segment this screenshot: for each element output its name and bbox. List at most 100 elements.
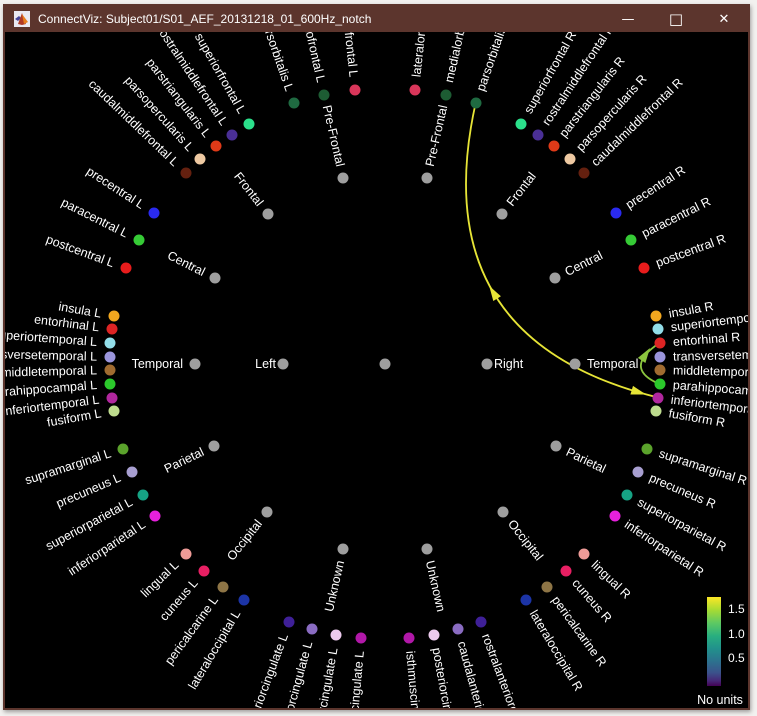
node-dot[interactable] <box>428 629 440 641</box>
node-label[interactable]: superiorfrontal L <box>191 32 249 117</box>
node-label[interactable]: postcentral R <box>653 231 728 271</box>
hemisphere-dot[interactable] <box>277 358 289 369</box>
group-label[interactable]: Parietal <box>161 444 207 476</box>
node-dot[interactable] <box>409 84 421 96</box>
node-dot[interactable] <box>578 548 590 560</box>
node-dot[interactable] <box>104 337 116 349</box>
node-dot[interactable] <box>217 581 229 593</box>
node-dot[interactable] <box>106 323 118 335</box>
node-dot[interactable] <box>475 616 487 628</box>
group-dot[interactable] <box>496 208 508 220</box>
node-dot[interactable] <box>560 565 572 577</box>
node-dot[interactable] <box>541 581 553 593</box>
node-dot[interactable] <box>652 323 664 335</box>
node-dot[interactable] <box>625 234 637 246</box>
node-label[interactable]: precentral R <box>623 163 688 213</box>
node-label[interactable]: rostralanteriorcingulate L <box>229 631 291 708</box>
node-dot[interactable] <box>137 489 149 501</box>
node-dot[interactable] <box>104 378 116 390</box>
node-dot[interactable] <box>117 443 129 455</box>
node-label[interactable]: medialorbitofrontal R <box>442 32 481 84</box>
node-dot[interactable] <box>106 392 118 404</box>
node-dot[interactable] <box>210 140 222 152</box>
group-dot[interactable] <box>550 440 562 452</box>
node-label[interactable]: paracentral L <box>58 195 131 241</box>
node-label[interactable]: isthmuscingulate R <box>403 650 428 708</box>
node-dot[interactable] <box>194 153 206 165</box>
connection-arc[interactable] <box>465 103 659 399</box>
node-label[interactable]: lateralorbitofrontal L <box>335 32 361 77</box>
node-dot[interactable] <box>578 167 590 179</box>
node-dot[interactable] <box>283 616 295 628</box>
node-label[interactable]: medialorbitofrontal L <box>290 32 329 84</box>
node-dot[interactable] <box>108 405 120 417</box>
group-label[interactable]: Pre-Frontal <box>422 103 451 169</box>
node-dot[interactable] <box>452 623 464 635</box>
node-dot[interactable] <box>638 262 650 274</box>
node-label[interactable]: rostralanteriorcingulate R <box>479 631 541 708</box>
group-label[interactable]: Unknown <box>422 558 449 613</box>
node-dot[interactable] <box>355 632 366 644</box>
node-label[interactable]: middletemporal R <box>673 363 748 380</box>
group-dot[interactable] <box>497 506 509 518</box>
node-dot[interactable] <box>180 167 192 179</box>
node-dot[interactable] <box>548 140 560 152</box>
group-dot[interactable] <box>262 208 274 220</box>
close-button[interactable]: ✕ <box>718 11 730 27</box>
group-dot[interactable] <box>549 272 561 284</box>
node-dot[interactable] <box>654 378 666 390</box>
group-label[interactable]: Pre-Frontal <box>319 103 348 169</box>
node-dot[interactable] <box>318 89 330 101</box>
node-dot[interactable] <box>654 364 666 376</box>
node-dot[interactable] <box>288 97 300 109</box>
node-dot[interactable] <box>632 466 644 478</box>
node-dot[interactable] <box>650 405 662 417</box>
group-dot[interactable] <box>421 543 433 555</box>
node-dot[interactable] <box>133 234 145 246</box>
group-label[interactable]: Parietal <box>563 444 609 476</box>
node-dot[interactable] <box>652 392 664 404</box>
node-dot[interactable] <box>198 565 210 577</box>
node-dot[interactable] <box>650 310 662 322</box>
group-label[interactable]: Temporal <box>587 356 639 371</box>
node-dot[interactable] <box>330 629 342 641</box>
group-dot[interactable] <box>189 358 201 369</box>
group-label[interactable]: Central <box>562 248 605 280</box>
node-dot[interactable] <box>148 207 160 219</box>
node-label[interactable]: isthmuscingulate L <box>343 650 367 708</box>
node-dot[interactable] <box>349 84 361 96</box>
group-label[interactable]: Occipital <box>223 517 265 564</box>
hemisphere-label[interactable]: Left <box>255 356 276 371</box>
node-label[interactable]: parsorbitalis L <box>257 32 297 94</box>
node-label[interactable]: precentral L <box>83 164 147 213</box>
node-dot[interactable] <box>226 129 238 141</box>
hemisphere-label[interactable]: Right <box>494 356 524 371</box>
group-label[interactable]: Central <box>165 248 208 280</box>
node-dot[interactable] <box>641 443 653 455</box>
node-label[interactable]: paracentral R <box>639 194 714 241</box>
node-dot[interactable] <box>120 262 132 274</box>
node-dot[interactable] <box>104 351 116 363</box>
node-dot[interactable] <box>403 632 415 644</box>
group-dot[interactable] <box>337 172 349 184</box>
node-label[interactable]: lateralorbitofrontal R <box>409 32 435 77</box>
minimize-button[interactable]: — <box>621 11 635 27</box>
node-label[interactable]: postcentral L <box>44 232 117 271</box>
node-dot[interactable] <box>520 594 532 606</box>
maximize-button[interactable]: □ <box>668 10 684 28</box>
node-dot[interactable] <box>440 89 452 101</box>
group-dot[interactable] <box>261 506 273 518</box>
node-label[interactable]: transversetemporal R <box>673 346 748 364</box>
titlebar[interactable]: ConnectViz: Subject01/S01_AEF_20131218_0… <box>5 6 748 32</box>
node-dot[interactable] <box>564 153 576 165</box>
node-dot[interactable] <box>654 337 666 349</box>
group-dot[interactable] <box>209 272 221 284</box>
node-dot[interactable] <box>180 548 192 560</box>
node-dot[interactable] <box>126 466 138 478</box>
node-dot[interactable] <box>515 118 527 130</box>
group-dot[interactable] <box>337 543 349 555</box>
hemisphere-dot[interactable] <box>481 358 493 369</box>
node-dot[interactable] <box>532 129 544 141</box>
node-label[interactable]: parsorbitalis R <box>473 32 513 94</box>
node-dot[interactable] <box>238 594 250 606</box>
